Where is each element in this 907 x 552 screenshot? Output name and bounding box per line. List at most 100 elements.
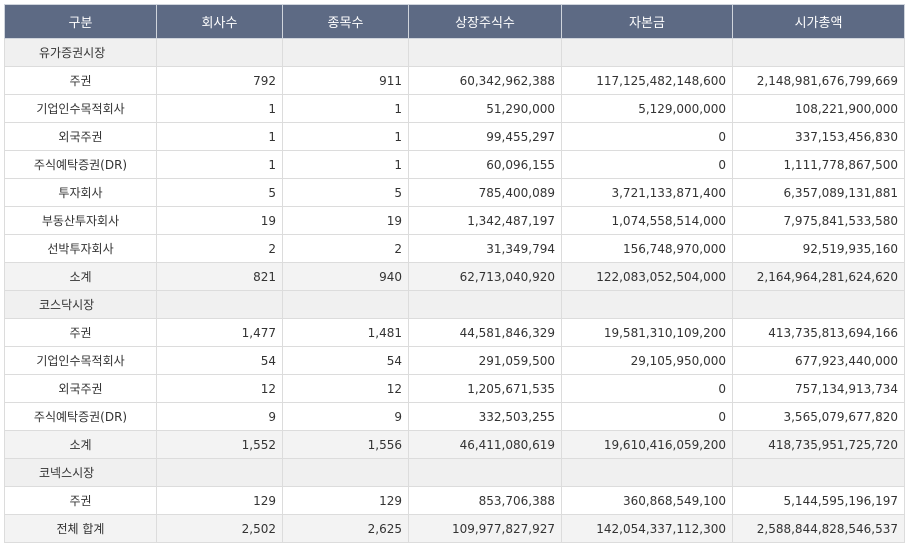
table-cell: 99,455,297 bbox=[408, 122, 562, 151]
section-row: 코스닥시장 bbox=[4, 290, 905, 319]
row-label: 주권 bbox=[4, 66, 157, 95]
table-cell: 156,748,970,000 bbox=[561, 234, 733, 263]
table-cell: 853,706,388 bbox=[408, 486, 562, 515]
subtotal-row: 전체 합계 2,502 2,625 109,977,827,927 142,054,33… bbox=[4, 514, 905, 543]
table-cell: 1 bbox=[282, 150, 409, 179]
table-cell: 60,096,155 bbox=[408, 150, 562, 179]
table-cell: 5,129,000,000 bbox=[561, 94, 733, 123]
row-label: 소계 bbox=[4, 262, 157, 291]
table-cell: 5,144,595,196,197 bbox=[732, 486, 905, 515]
table-cell: 1,552 bbox=[156, 430, 283, 459]
table-cell: 0 bbox=[561, 150, 733, 179]
header-listed-shares: 상장주식수 bbox=[408, 4, 562, 39]
table-cell: 54 bbox=[282, 346, 409, 375]
table-cell: 0 bbox=[561, 374, 733, 403]
table-cell: 1,556 bbox=[282, 430, 409, 459]
section-empty-cell bbox=[156, 458, 283, 487]
table-cell: 2,164,964,281,624,620 bbox=[732, 262, 905, 291]
table-row: 기업인수목적회사 1 1 51,290,000 5,129,000,000 108,221… bbox=[4, 94, 905, 123]
table-cell: 129 bbox=[156, 486, 283, 515]
row-label: 기업인수목적회사 bbox=[4, 346, 157, 375]
table-cell: 46,411,080,619 bbox=[408, 430, 562, 459]
header-category: 구분 bbox=[4, 4, 157, 39]
table-cell: 1,111,778,867,500 bbox=[732, 150, 905, 179]
table-cell: 332,503,255 bbox=[408, 402, 562, 431]
table-cell: 12 bbox=[282, 374, 409, 403]
section-empty-cell bbox=[156, 290, 283, 319]
table-cell: 109,977,827,927 bbox=[408, 514, 562, 543]
table-cell: 757,134,913,734 bbox=[732, 374, 905, 403]
row-label: 주식예탁증권(DR) bbox=[4, 150, 157, 179]
row-label: 소계 bbox=[4, 430, 157, 459]
table-cell: 413,735,813,694,166 bbox=[732, 318, 905, 347]
table-cell: 1 bbox=[156, 122, 283, 151]
table-cell: 1,477 bbox=[156, 318, 283, 347]
table-cell: 9 bbox=[156, 402, 283, 431]
table-cell: 911 bbox=[282, 66, 409, 95]
table-cell: 31,349,794 bbox=[408, 234, 562, 263]
table-row: 주권 129 129 853,706,388 360,868,549,100 5,144,… bbox=[4, 486, 905, 515]
table-cell: 1 bbox=[282, 122, 409, 151]
table-cell: 7,975,841,533,580 bbox=[732, 206, 905, 235]
table-cell: 0 bbox=[561, 402, 733, 431]
table-cell: 19,610,416,059,200 bbox=[561, 430, 733, 459]
table-cell: 337,153,456,830 bbox=[732, 122, 905, 151]
table-cell: 44,581,846,329 bbox=[408, 318, 562, 347]
header-company-count: 회사수 bbox=[156, 4, 283, 39]
table-row: 부동산투자회사 19 19 1,342,487,197 1,074,558,514,00… bbox=[4, 206, 905, 235]
table-cell: 19 bbox=[156, 206, 283, 235]
table-cell: 2,588,844,828,546,537 bbox=[732, 514, 905, 543]
table-cell: 92,519,935,160 bbox=[732, 234, 905, 263]
table-cell: 940 bbox=[282, 262, 409, 291]
section-empty-cell bbox=[282, 458, 409, 487]
table-row: 주권 1,477 1,481 44,581,846,329 19,581,310,109… bbox=[4, 318, 905, 347]
header-market-cap: 시가총액 bbox=[732, 4, 905, 39]
table-cell: 821 bbox=[156, 262, 283, 291]
table-row: 주권 792 911 60,342,962,388 117,125,482,148,60… bbox=[4, 66, 905, 95]
table-cell: 2,502 bbox=[156, 514, 283, 543]
section-empty-cell bbox=[408, 290, 562, 319]
row-label: 부동산투자회사 bbox=[4, 206, 157, 235]
table-body: 유가증권시장 주권 792 911 60,342,962,388 117,125,482,… bbox=[4, 38, 905, 543]
table-cell: 1 bbox=[282, 94, 409, 123]
row-label: 기업인수목적회사 bbox=[4, 94, 157, 123]
table-cell: 2,148,981,676,799,669 bbox=[732, 66, 905, 95]
table-cell: 29,105,950,000 bbox=[561, 346, 733, 375]
table-cell: 785,400,089 bbox=[408, 178, 562, 207]
table-cell: 122,083,052,504,000 bbox=[561, 262, 733, 291]
table-cell: 9 bbox=[282, 402, 409, 431]
table-cell: 117,125,482,148,600 bbox=[561, 66, 733, 95]
table-cell: 12 bbox=[156, 374, 283, 403]
table-row: 외국주권 1 1 99,455,297 0 337,153,456,830 bbox=[4, 122, 905, 151]
table-cell: 142,054,337,112,300 bbox=[561, 514, 733, 543]
table-cell: 3,565,079,677,820 bbox=[732, 402, 905, 431]
table-cell: 360,868,549,100 bbox=[561, 486, 733, 515]
table-cell: 62,713,040,920 bbox=[408, 262, 562, 291]
table-cell: 1,481 bbox=[282, 318, 409, 347]
table-cell: 6,357,089,131,881 bbox=[732, 178, 905, 207]
listing-statistics-table: 구분 회사수 종목수 상장주식수 자본금 시가총액 유가증권시장 주권 792 911… bbox=[4, 4, 905, 543]
table-cell: 1 bbox=[156, 150, 283, 179]
table-cell: 1 bbox=[156, 94, 283, 123]
table-cell: 677,923,440,000 bbox=[732, 346, 905, 375]
section-empty-cell bbox=[282, 38, 409, 67]
row-label: 선박투자회사 bbox=[4, 234, 157, 263]
table-cell: 1,205,671,535 bbox=[408, 374, 562, 403]
table-row: 주식예탁증권(DR) 1 1 60,096,155 0 1,111,778,867,500 bbox=[4, 150, 905, 179]
table-cell: 2 bbox=[282, 234, 409, 263]
table-cell: 2 bbox=[156, 234, 283, 263]
section-empty-cell bbox=[561, 290, 733, 319]
table-cell: 5 bbox=[156, 178, 283, 207]
row-label: 주식예탁증권(DR) bbox=[4, 402, 157, 431]
table-cell: 129 bbox=[282, 486, 409, 515]
row-label: 전체 합계 bbox=[4, 514, 157, 543]
header-issue-count: 종목수 bbox=[282, 4, 409, 39]
row-label: 외국주권 bbox=[4, 374, 157, 403]
subtotal-row: 소계 1,552 1,556 46,411,080,619 19,610,416,059… bbox=[4, 430, 905, 459]
section-empty-cell bbox=[732, 290, 905, 319]
table-cell: 3,721,133,871,400 bbox=[561, 178, 733, 207]
section-row: 코넥스시장 bbox=[4, 458, 905, 487]
table-row: 기업인수목적회사 54 54 291,059,500 29,105,950,000 677… bbox=[4, 346, 905, 375]
table-row: 주식예탁증권(DR) 9 9 332,503,255 0 3,565,079,677,82… bbox=[4, 402, 905, 431]
table-cell: 1,074,558,514,000 bbox=[561, 206, 733, 235]
